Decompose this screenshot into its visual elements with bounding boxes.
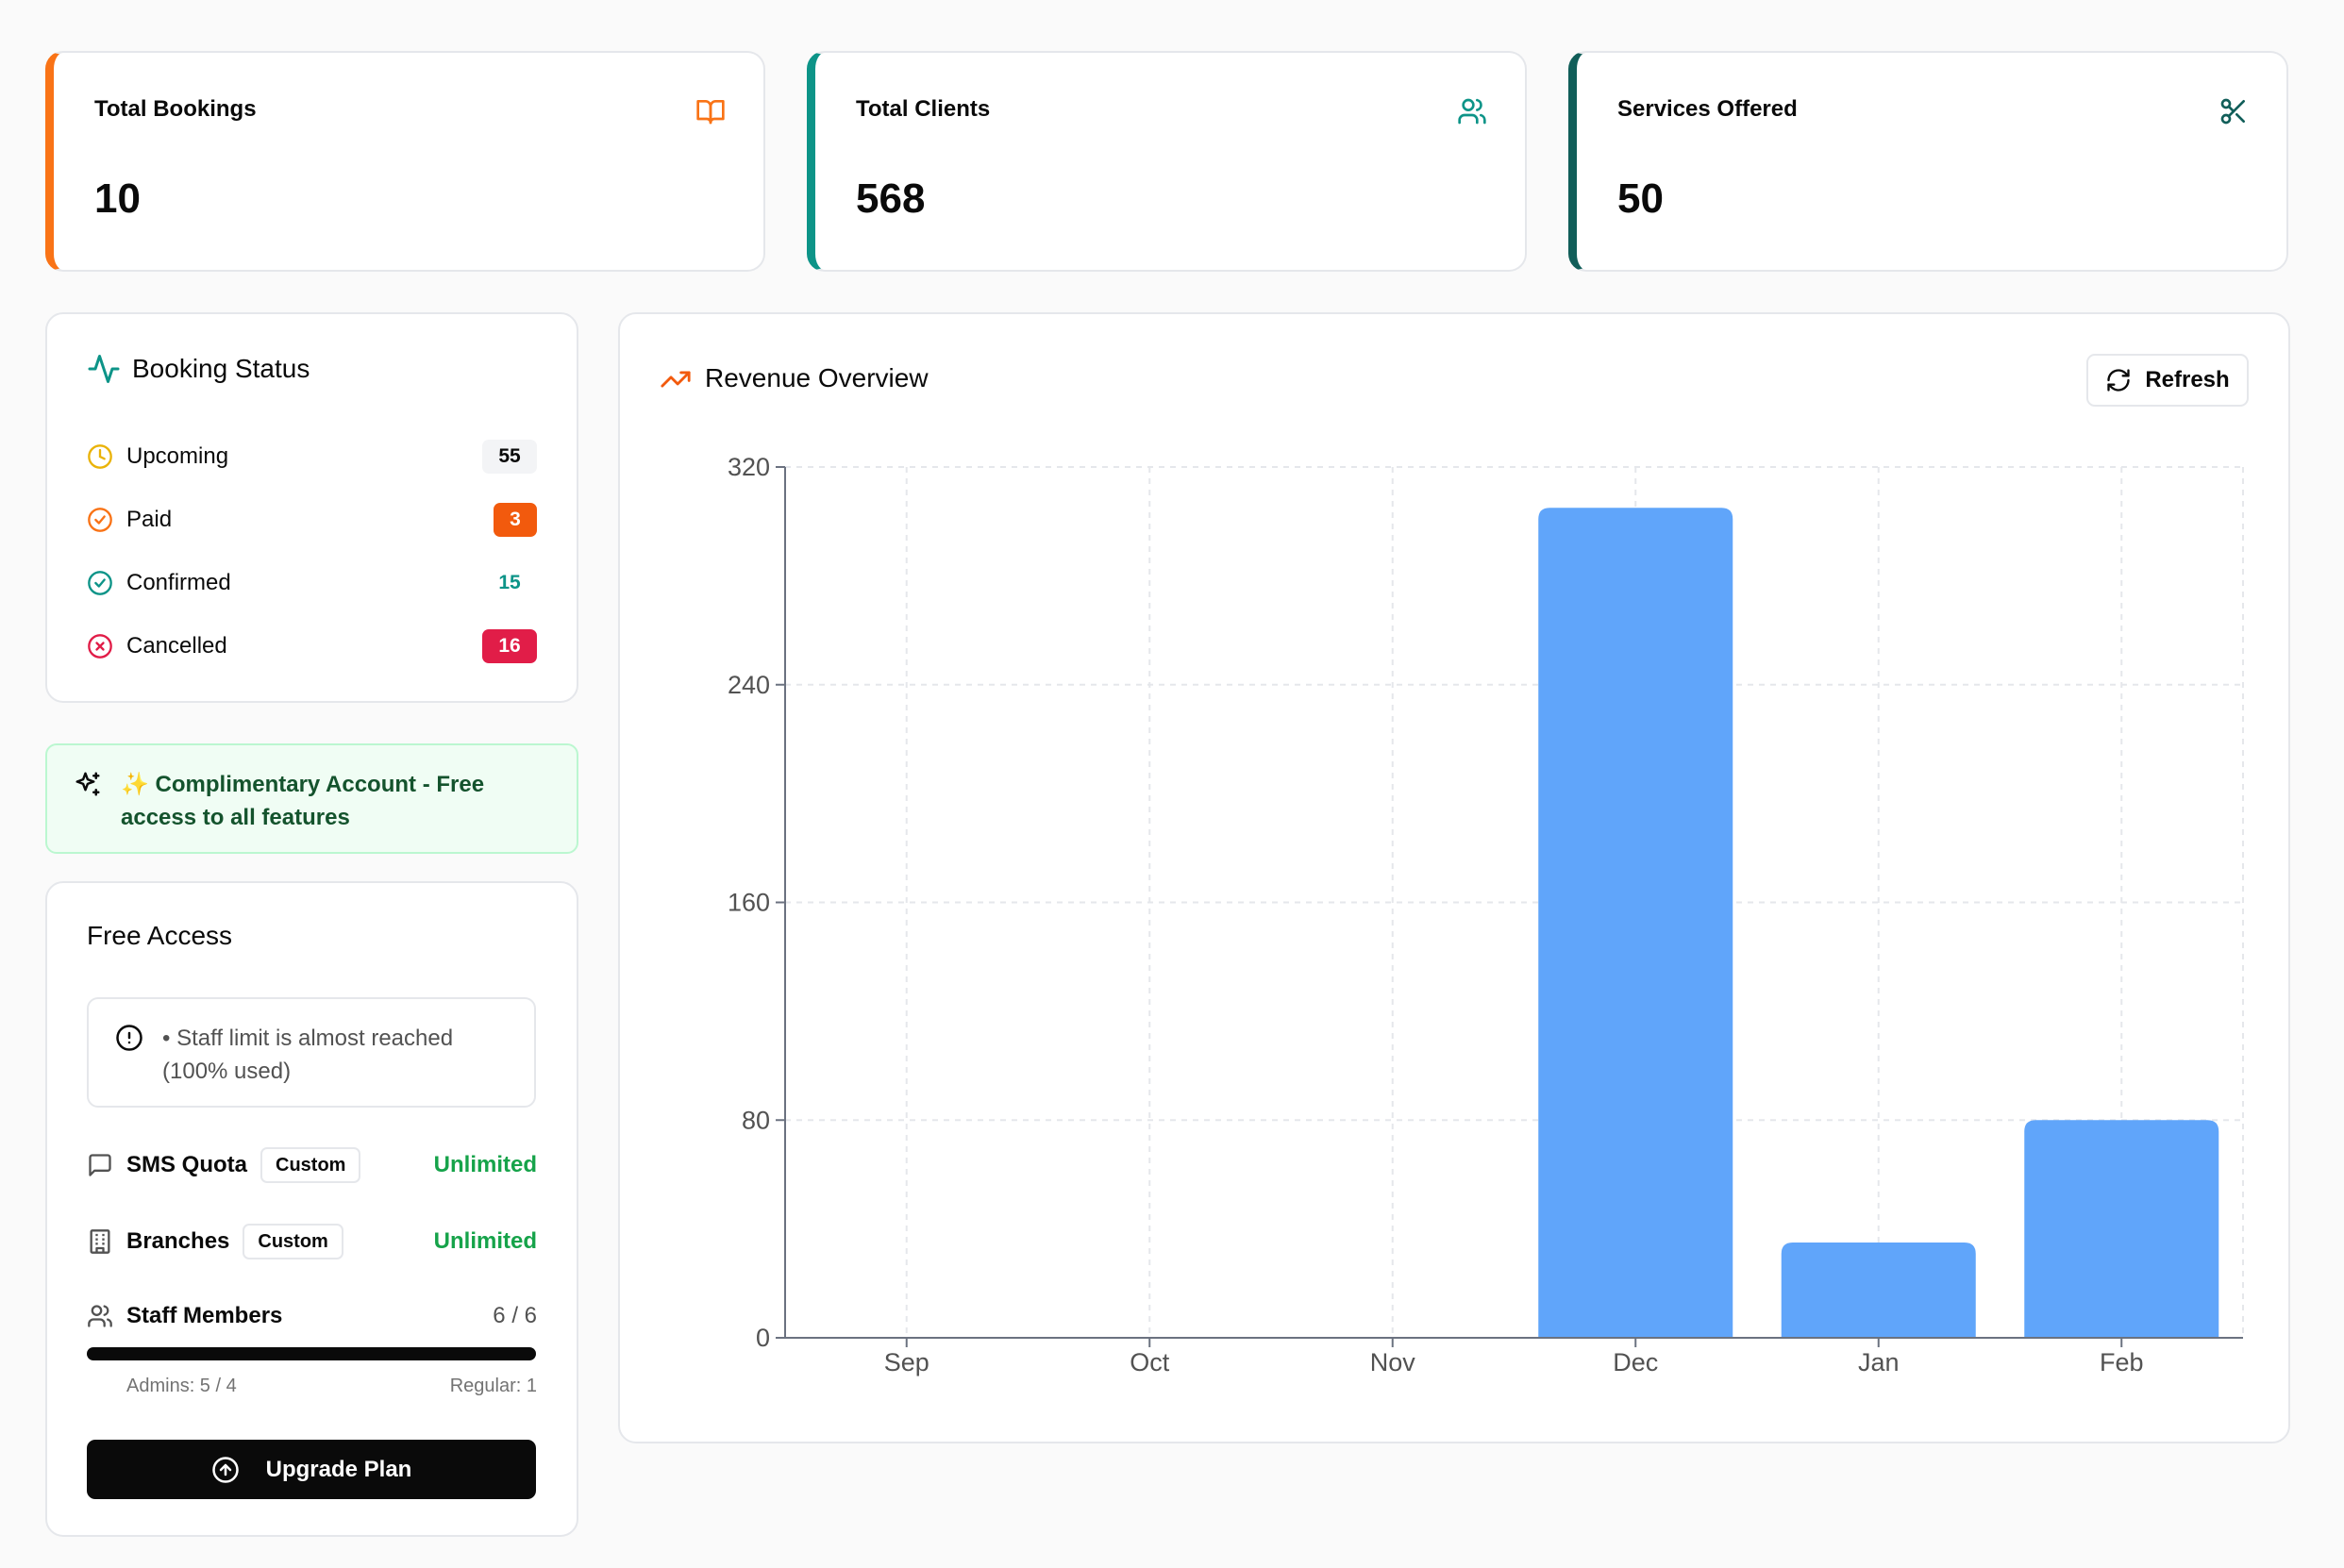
x-tick-label: Feb xyxy=(2100,1348,2144,1376)
users-icon xyxy=(1458,98,1486,125)
stat-label: Total Clients xyxy=(856,96,991,122)
status-row-cancelled: Cancelled 16 xyxy=(87,627,537,665)
y-tick-label: 80 xyxy=(742,1106,770,1134)
stat-card-total-bookings: Total Bookings 10 xyxy=(45,51,765,272)
check-circle-icon xyxy=(88,571,112,595)
sms-quota-value: Unlimited xyxy=(433,1152,537,1177)
staff-breakdown: Admins: 5 / 4 Regular: 1 xyxy=(126,1376,537,1397)
stat-card-services-offered: Services Offered 50 xyxy=(1568,51,2288,272)
upgrade-plan-button[interactable]: Upgrade Plan xyxy=(87,1440,536,1499)
staff-members-label: Staff Members xyxy=(126,1303,283,1328)
status-label: Upcoming xyxy=(126,443,229,469)
stat-card-total-clients: Total Clients 568 xyxy=(807,51,1527,272)
check-circle-icon xyxy=(88,508,112,532)
stat-value: 50 xyxy=(1617,175,1664,222)
alert-text: • Staff limit is almost reached (100% us… xyxy=(162,1026,454,1084)
building-icon xyxy=(90,1229,110,1254)
bar-feb xyxy=(2024,1120,2219,1338)
status-badge: 15 xyxy=(498,572,521,593)
admins-count: Admins: 5 / 4 xyxy=(126,1376,237,1396)
alert-circle-icon xyxy=(116,1025,142,1051)
y-tick-label: 240 xyxy=(728,671,770,699)
status-row-confirmed: Confirmed 15 xyxy=(87,564,537,602)
scissors-icon xyxy=(2220,98,2245,125)
status-badge: 55 xyxy=(482,440,537,474)
x-tick-label: Oct xyxy=(1130,1348,1170,1376)
complimentary-account-banner: ✨ Complimentary Account - Free access to… xyxy=(45,743,578,854)
status-label: Paid xyxy=(126,507,173,532)
arrow-up-circle-icon xyxy=(211,1456,239,1483)
staff-limit-alert: • Staff limit is almost reached (100% us… xyxy=(87,997,536,1108)
stat-value: 10 xyxy=(94,175,141,222)
trending-up-icon xyxy=(661,371,691,388)
sms-quota-label: SMS Quota xyxy=(126,1152,248,1177)
branches-row: Branches Custom Unlimited xyxy=(87,1223,537,1260)
staff-usage-progress-bar xyxy=(87,1347,536,1360)
staff-members-row: Staff Members 6 / 6 xyxy=(87,1297,537,1335)
status-badge: 3 xyxy=(494,503,537,537)
branches-chip: Custom xyxy=(243,1224,343,1259)
free-access-card: Free Access • Staff limit is almost reac… xyxy=(45,881,578,1537)
status-label: Cancelled xyxy=(126,633,227,659)
refresh-icon xyxy=(2107,369,2130,392)
status-row-paid: Paid 3 xyxy=(87,501,537,539)
status-row-upcoming: Upcoming 55 xyxy=(87,438,537,475)
bar-dec xyxy=(1538,508,1733,1338)
free-access-title: Free Access xyxy=(87,921,233,950)
bar-jan xyxy=(1781,1243,1976,1338)
x-tick-label: Jan xyxy=(1858,1348,1900,1376)
clock-icon xyxy=(88,444,112,469)
refresh-label: Refresh xyxy=(2145,367,2230,392)
upgrade-plan-label: Upgrade Plan xyxy=(265,1456,412,1482)
stat-value: 568 xyxy=(856,175,926,222)
x-tick-label: Sep xyxy=(884,1348,929,1376)
sms-quota-row: SMS Quota Custom Unlimited xyxy=(87,1146,537,1184)
y-tick-label: 0 xyxy=(756,1324,770,1352)
branches-value: Unlimited xyxy=(433,1228,537,1254)
status-badge: 16 xyxy=(482,629,537,663)
booking-status-title: Booking Status xyxy=(132,354,310,383)
x-tick-label: Nov xyxy=(1370,1348,1416,1376)
x-tick-label: Dec xyxy=(1613,1348,1658,1376)
sparkles-icon xyxy=(75,772,100,796)
users-icon xyxy=(88,1305,112,1327)
y-tick-label: 320 xyxy=(728,453,770,481)
activity-icon xyxy=(88,355,120,383)
revenue-bar-chart: 0 80 160 240 320 Sep Oct Nov Dec Jan Feb xyxy=(728,453,2244,1376)
message-square-icon xyxy=(89,1154,111,1176)
stat-label: Services Offered xyxy=(1617,96,1798,122)
refresh-button[interactable]: Refresh xyxy=(2086,354,2249,407)
revenue-title: Revenue Overview xyxy=(705,363,929,392)
y-tick-label: 160 xyxy=(728,889,770,917)
staff-members-value: 6 / 6 xyxy=(493,1303,537,1328)
x-circle-icon xyxy=(88,634,112,659)
book-open-icon xyxy=(696,100,725,125)
promo-text: ✨ Complimentary Account - Free access to… xyxy=(121,772,485,830)
booking-status-card: Booking Status Upcoming 55 Paid 3 Confir… xyxy=(45,312,578,703)
stat-label: Total Bookings xyxy=(94,96,257,122)
regular-count: Regular: 1 xyxy=(449,1376,537,1396)
status-label: Confirmed xyxy=(126,570,231,595)
revenue-overview-card: Revenue Overview Refresh 0 80 160 240 320 Sep… xyxy=(618,312,2290,1443)
sms-quota-chip: Custom xyxy=(260,1147,361,1183)
branches-label: Branches xyxy=(126,1228,230,1254)
